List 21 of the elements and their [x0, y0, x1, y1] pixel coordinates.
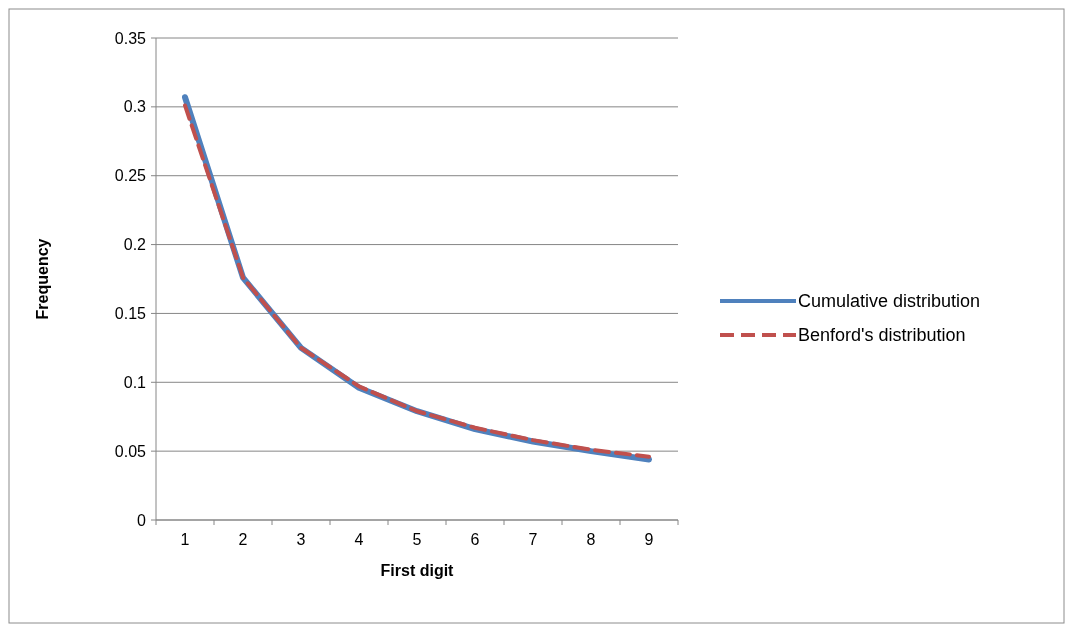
y-tick-label: 0.15	[114, 305, 147, 323]
y-tick-label: 0.3	[123, 98, 147, 116]
x-tick-label: 5	[412, 531, 422, 548]
x-axis-title: First digit	[380, 562, 455, 579]
x-tick-label: 4	[354, 531, 364, 548]
x-tick-label: 6	[470, 531, 480, 548]
x-tick-label: 8	[586, 531, 596, 548]
y-tick-label: 0	[137, 511, 147, 529]
x-tick-label: 9	[644, 531, 654, 548]
y-tick-label: 0.05	[114, 442, 147, 460]
x-tick-label: 2	[238, 531, 248, 548]
legend-label: Cumulative distribution	[798, 291, 981, 312]
x-tick-label: 7	[528, 531, 538, 548]
y-tick-label: 0.35	[114, 29, 147, 47]
x-tick-label: 3	[296, 531, 306, 548]
x-tick-label: 1	[180, 531, 190, 548]
legend-label: Benford's distribution	[798, 325, 966, 346]
y-axis-title: Frequency	[34, 238, 51, 320]
y-tick-label: 0.2	[123, 236, 147, 254]
y-tick-label: 0.25	[114, 167, 147, 185]
y-tick-label: 0.1	[123, 373, 147, 391]
